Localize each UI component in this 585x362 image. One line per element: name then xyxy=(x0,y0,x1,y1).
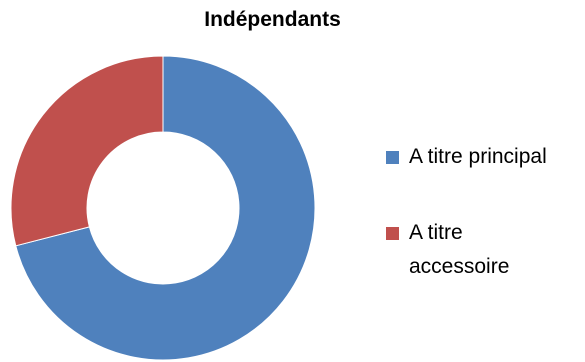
legend-swatch-principal xyxy=(386,151,399,164)
chart-title: Indépendants xyxy=(204,8,341,31)
legend-item-accessoire: A titre accessoire xyxy=(386,216,581,284)
donut-slice-principal xyxy=(15,55,316,361)
legend-swatch-accessoire xyxy=(386,227,399,240)
legend-item-principal: A titre principal xyxy=(386,140,581,174)
legend-label-accessoire: A titre accessoire xyxy=(409,221,510,278)
legend: A titre principal A titre accessoire xyxy=(386,140,581,326)
donut-slice-accessoire xyxy=(10,55,164,247)
legend-label-principal: A titre principal xyxy=(409,145,547,168)
